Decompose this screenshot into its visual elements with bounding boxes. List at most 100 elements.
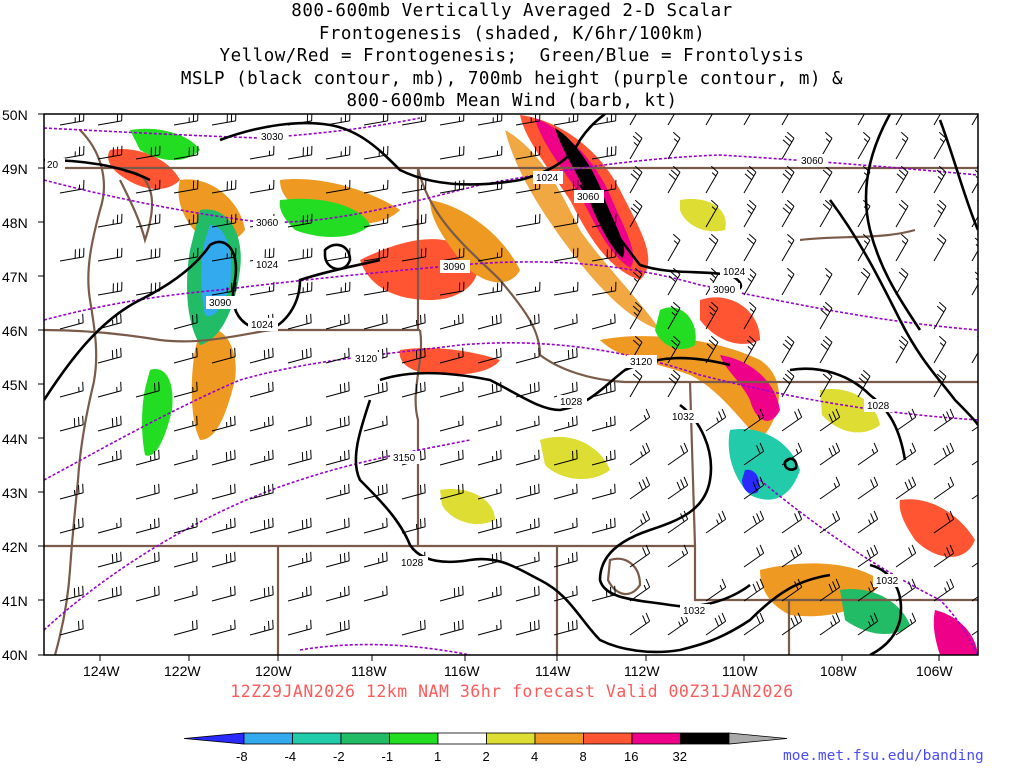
wind-barb xyxy=(781,544,803,568)
colorbar-label: 32 xyxy=(673,749,687,764)
wind-barb xyxy=(439,179,465,194)
wind-barb xyxy=(857,131,871,160)
longitude-labels: 124W 122W 120W 118W 116W 114W 112W 110W … xyxy=(83,663,953,679)
svg-text:20: 20 xyxy=(47,160,59,171)
wind-barb xyxy=(249,145,275,160)
lon-label: 108W xyxy=(820,663,857,679)
wind-barb xyxy=(629,578,651,602)
svg-text:3120: 3120 xyxy=(630,357,653,368)
colorbar-label: 8 xyxy=(580,749,587,764)
wind-barb xyxy=(363,517,388,534)
shade-flys-band-2 xyxy=(279,198,370,237)
wind-barb xyxy=(401,517,426,534)
wind-barb xyxy=(97,145,123,160)
wind-barb xyxy=(211,483,236,500)
wind-barb xyxy=(781,408,803,432)
wind-barb xyxy=(287,517,312,534)
wind-barb xyxy=(705,612,727,636)
border-id-mt xyxy=(416,167,690,384)
wind-barb xyxy=(553,517,578,534)
colorbar-swatch xyxy=(680,732,730,745)
wind-barb xyxy=(667,476,689,500)
wind-barb xyxy=(857,233,871,262)
wind-barb xyxy=(743,510,765,534)
wind-barb xyxy=(629,612,651,636)
wind-barb xyxy=(135,517,160,534)
mslp-contour-1020-ne xyxy=(938,119,978,231)
wind-barb xyxy=(477,585,502,602)
wind-barb xyxy=(857,369,871,398)
wind-barb xyxy=(173,347,198,364)
wind-barb xyxy=(591,313,616,330)
wind-barb xyxy=(249,483,274,500)
wind-barb xyxy=(743,578,765,602)
wind-barb xyxy=(211,585,236,602)
wind-barb xyxy=(287,415,312,432)
wind-barb xyxy=(325,619,350,636)
wind-barb xyxy=(819,442,841,466)
mslp-contour-1024-west xyxy=(44,240,381,401)
wind-barb xyxy=(287,551,312,568)
wind-barb xyxy=(895,267,909,296)
wind-barb xyxy=(477,415,502,432)
wind-barb xyxy=(401,114,427,126)
wind-barb xyxy=(515,415,540,432)
wind-barb xyxy=(173,179,199,194)
wind-barb xyxy=(173,483,198,500)
wind-barb xyxy=(591,415,616,432)
wind-barb xyxy=(363,213,389,228)
wind-barb xyxy=(249,449,274,466)
wind-barb xyxy=(933,233,947,262)
lon-label: 110W xyxy=(722,663,758,679)
lat-label: 43N xyxy=(2,485,28,501)
wind-barb xyxy=(173,449,198,466)
lon-label: 122W xyxy=(164,663,201,679)
mslp-contour-1028-north xyxy=(379,356,731,412)
wind-barb xyxy=(211,619,236,636)
wind-barb xyxy=(667,442,689,466)
wind-barb xyxy=(591,145,617,160)
shade-flys-band-3-core xyxy=(742,469,760,494)
wind-barb xyxy=(971,426,978,432)
wind-barb xyxy=(325,517,350,534)
wind-barb xyxy=(781,578,803,602)
shade-fgen-band-10 xyxy=(191,327,236,440)
wind-barb xyxy=(553,213,579,228)
colorbar-label: 2 xyxy=(483,749,490,764)
wind-barb xyxy=(971,114,978,126)
wind-barb xyxy=(629,510,651,534)
wind-barb xyxy=(173,313,198,330)
wind-barb xyxy=(667,510,689,534)
shade-fgen-band-7 xyxy=(933,610,978,655)
wind-barb xyxy=(477,281,503,296)
wind-barb xyxy=(211,551,236,568)
wind-barb xyxy=(933,199,947,228)
wind-barb xyxy=(173,145,199,160)
wind-barb xyxy=(135,179,161,194)
wind-barb xyxy=(325,381,350,398)
color-bar: -8 -4 -2 -1 1 2 4 8 16 32 xyxy=(183,732,788,764)
shade-fgen-yellow-1 xyxy=(680,199,726,232)
colorbar-swatch xyxy=(486,732,536,745)
mslp-label: 1028 xyxy=(864,399,894,412)
wind-barb xyxy=(325,313,350,330)
wind-barb xyxy=(895,131,909,160)
svg-text:1028: 1028 xyxy=(401,558,424,569)
wind-barb xyxy=(59,179,85,194)
wind-barb xyxy=(401,247,427,262)
border-id-wy xyxy=(688,381,697,547)
wind-barb xyxy=(591,247,617,262)
wind-barb xyxy=(971,562,978,568)
wind-barb xyxy=(173,114,199,126)
wind-barb xyxy=(819,267,833,296)
canada-rivers xyxy=(799,228,916,242)
wind-barb xyxy=(477,179,503,194)
mslp-label: 1024 xyxy=(248,318,278,331)
mslp-label: 1028 xyxy=(557,395,587,408)
wind-barb xyxy=(857,510,879,534)
wind-barb xyxy=(363,483,388,500)
wind-barb xyxy=(819,612,841,636)
border-wy-co-ut xyxy=(693,546,978,602)
wind-barb xyxy=(97,551,122,568)
